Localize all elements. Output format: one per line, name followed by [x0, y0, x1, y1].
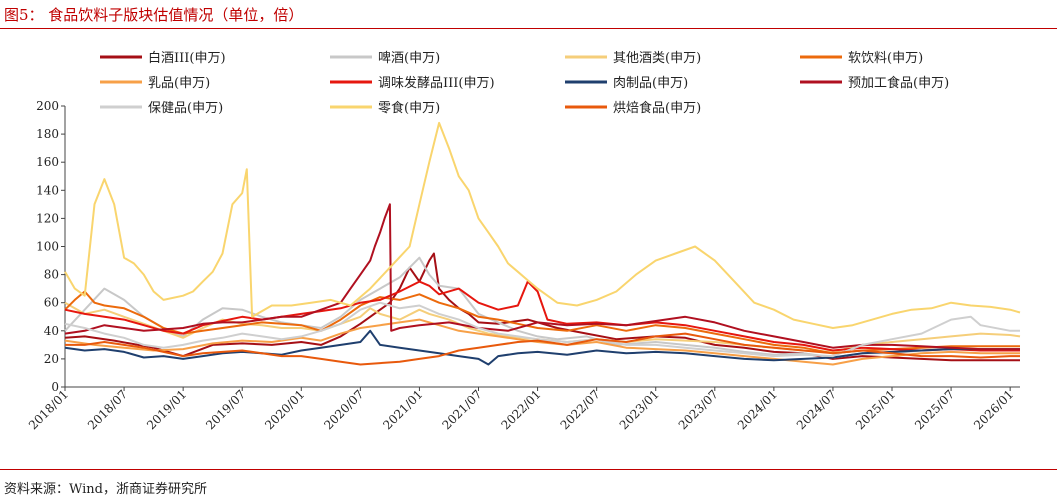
legend-label: 烘焙食品(申万): [613, 100, 701, 116]
chart-axes: 0 20 40 60 80 100 120 140 160 180 200 2018/01 2018/0…: [26, 99, 1020, 432]
x-tick-label: 2024/07: [794, 387, 839, 432]
x-tick-label: 2025/01: [853, 387, 898, 432]
series-line: [64, 329, 1020, 366]
y-tick-label: 0: [51, 380, 59, 394]
y-tick-label: 120: [36, 211, 59, 225]
x-tick-label: 2022/07: [558, 387, 603, 432]
legend-label: 调味发酵品III(申万): [378, 75, 495, 91]
y-tick-label: 40: [44, 324, 59, 338]
x-tick-label: 2024/01: [735, 387, 780, 432]
x-tick-label: 2023/07: [676, 387, 721, 432]
y-tick-label: 180: [36, 127, 59, 141]
series-line: [64, 203, 1020, 351]
series-line: [65, 332, 1020, 366]
x-tick-label: 2019/01: [144, 387, 189, 432]
series-line: [64, 121, 1021, 329]
y-tick-label: 140: [36, 183, 59, 197]
legend-label: 保健品(申万): [148, 101, 223, 116]
y-tick-label: 100: [36, 240, 59, 254]
x-tick-label: 2023/01: [617, 387, 662, 432]
x-tick-label: 2020/01: [262, 387, 307, 432]
legend-label: 预加工食品(申万): [848, 75, 949, 91]
legend-label: 软饮料(申万): [848, 51, 923, 66]
legend-label: 白酒III(申万): [148, 50, 226, 66]
legend: 白酒III(申万) 啤酒(申万) 其他酒类(申万) 软饮料(申万) 乳品(申万) 调味发酵…: [100, 50, 949, 116]
series-line: [64, 318, 1020, 366]
top-rule: [0, 28, 1057, 29]
figure-title: 图5： 食品饮料子版块估值情况（单位，倍）: [4, 6, 304, 24]
plot-area: [64, 121, 1021, 366]
legend-label: 肉制品(申万): [613, 76, 688, 91]
x-tick-label: 2018/01: [26, 387, 71, 432]
x-tick-label: 2020/07: [321, 387, 366, 432]
x-tick-label: 2021/01: [380, 387, 425, 432]
series-line: [64, 301, 1021, 353]
x-tick-label: 2025/07: [912, 387, 957, 432]
bottom-rule: [0, 469, 1057, 470]
y-tick-label: 20: [44, 352, 59, 366]
y-tick-label: 200: [36, 99, 59, 113]
x-tick-label: 2018/07: [85, 387, 130, 432]
series-line: [64, 301, 1020, 358]
y-tick-label: 160: [36, 155, 59, 169]
legend-label: 乳品(申万): [148, 76, 210, 91]
x-tick-label: 2019/07: [203, 387, 248, 432]
y-tick-label: 60: [44, 296, 59, 310]
y-tick-label: 80: [44, 268, 59, 282]
source-note: 资料来源：Wind，浙商证券研究所: [4, 482, 207, 497]
legend-label: 零食(申万): [378, 100, 440, 116]
x-tick-label: 2022/01: [499, 387, 544, 432]
x-tick-label: 2021/07: [439, 387, 484, 432]
x-tick-label: 2026/01: [971, 387, 1016, 432]
legend-label: 啤酒(申万): [378, 51, 440, 66]
legend-label: 其他酒类(申万): [613, 51, 701, 66]
